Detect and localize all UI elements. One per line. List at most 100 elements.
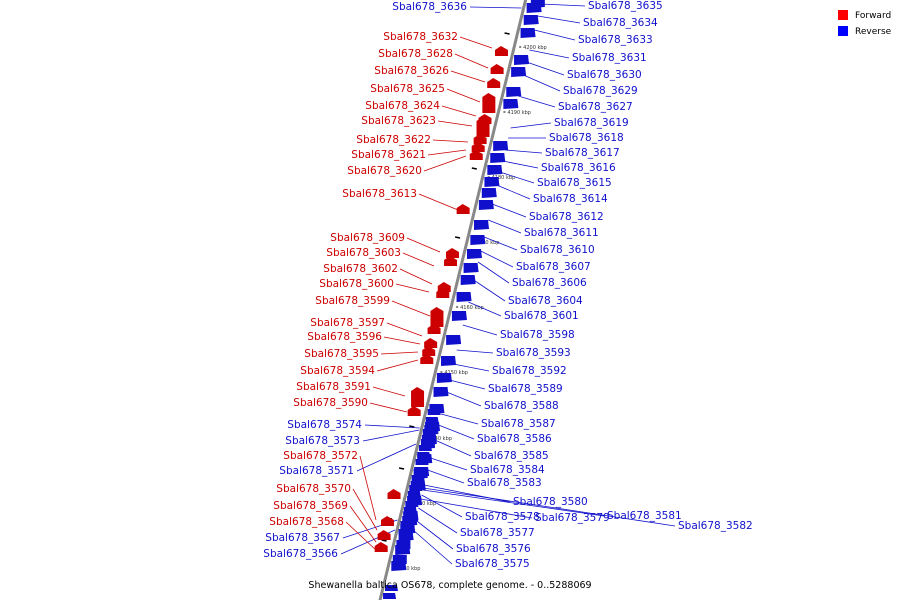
gene-label-reverse: Sbal678_3578 [465, 511, 540, 523]
diagram-caption: Shewanella baltica OS678, complete genom… [308, 580, 591, 591]
reverse-gene-glyph [436, 373, 452, 383]
forward-gene-glyph [427, 324, 441, 334]
label-leader [418, 193, 459, 211]
forward-gene-glyph [436, 288, 450, 298]
reverse-gene-glyph [456, 292, 472, 302]
forward-gene-glyph [471, 142, 485, 152]
gene-label-reverse: Sbal678_3582 [678, 520, 753, 532]
label-leader [420, 498, 533, 519]
gene-label-reverse: Sbal678_3577 [460, 527, 535, 539]
gene-label-forward: Sbal678_3595 [304, 348, 379, 360]
gene-label-forward: Sbal678_3628 [378, 48, 453, 60]
gene-label-forward: Sbal678_3602 [323, 263, 398, 275]
reverse-gene-glyph [523, 15, 539, 25]
gene-label-reverse: Sbal678_3576 [456, 543, 531, 555]
label-leader [423, 487, 676, 527]
gene-label-reverse: Sbal678_3630 [567, 69, 642, 81]
gene-label-forward: Sbal678_3569 [273, 500, 348, 512]
legend-forward-label: Forward [855, 11, 891, 21]
forward-gene-glyph [487, 78, 501, 88]
label-leader [383, 336, 421, 345]
label-leader [434, 439, 472, 457]
label-leader [432, 139, 469, 143]
gene-label-reverse: Sbal678_3580 [513, 496, 588, 508]
gene-label-forward: Sbal678_3594 [300, 365, 375, 377]
scale-tick-label: 4160 kbp [460, 305, 484, 311]
label-leader [454, 53, 489, 69]
gene-label-forward: Sbal678_3590 [293, 397, 368, 409]
reverse-gene-glyph [481, 188, 497, 198]
label-leader [480, 250, 514, 268]
gene-label-reverse: Sbal678_3617 [545, 147, 620, 159]
forward-gene-glyph [476, 117, 490, 137]
label-leader [418, 507, 458, 534]
gene-label-reverse: Sbal678_3614 [533, 193, 608, 205]
label-leader [449, 379, 486, 390]
gene-label-forward: Sbal678_3621 [351, 149, 426, 161]
reverse-gene-glyph [396, 540, 411, 550]
gene-label-reverse: Sbal678_3574 [287, 419, 362, 431]
label-leader [491, 203, 527, 218]
label-leader [430, 457, 468, 471]
legend-reverse-swatch [838, 26, 848, 36]
reverse-gene-glyph [511, 67, 527, 77]
label-leader [450, 70, 486, 83]
reverse-gene-glyph [446, 335, 462, 345]
reverse-gene-glyph [493, 141, 509, 151]
forward-gene-glyph [387, 489, 401, 499]
label-leader [349, 505, 377, 543]
reverse-gene-glyph [405, 501, 419, 507]
reverse-gene-glyph [384, 585, 398, 591]
legend-reverse-label: Reverse [855, 27, 892, 37]
gene-label-reverse: Sbal678_3571 [279, 465, 354, 477]
gene-label-reverse: Sbal678_3631 [572, 52, 647, 64]
gene-label-reverse: Sbal678_3606 [512, 277, 587, 289]
gene-label-forward: Sbal678_3625 [370, 83, 445, 95]
label-leader [540, 3, 586, 7]
gene-label-reverse: Sbal678_3581 [607, 510, 682, 522]
scale-tick-label: 4180 kbp [492, 175, 516, 181]
label-leader [386, 322, 423, 337]
label-leader [402, 252, 435, 267]
reverse-gene-glyph [409, 485, 423, 491]
gene-label-reverse: Sbal678_3587 [481, 418, 556, 430]
label-leader [391, 300, 431, 317]
label-leader [437, 120, 473, 127]
reverse-gene-glyph [425, 417, 439, 423]
label-leader [441, 413, 479, 425]
label-leader [399, 268, 433, 285]
reverse-gene-glyph [422, 429, 436, 435]
label-leader [483, 236, 518, 251]
reverse-gene-glyph [460, 275, 476, 285]
reverse-gene-glyph [403, 507, 417, 513]
forward-gene-glyph [473, 134, 487, 144]
gene-label-reverse: Sbal678_3616 [541, 162, 616, 174]
gene-label-reverse: Sbal678_3611 [524, 227, 599, 239]
reverse-gene-glyph [415, 459, 429, 465]
gene-label-reverse: Sbal678_3584 [470, 464, 545, 476]
gene-label-forward: Sbal678_3620 [347, 165, 422, 177]
label-leader [523, 74, 561, 92]
gene-label-forward: Sbal678_3570 [276, 483, 351, 495]
forward-gene-glyph [494, 46, 508, 56]
gene-label-reverse: Sbal678_3575 [455, 558, 530, 570]
label-leader [415, 519, 454, 550]
reverse-gene-glyph [400, 521, 414, 527]
gene-label-forward: Sbal678_3623 [361, 115, 436, 127]
reverse-gene-glyph [530, 0, 545, 8]
forward-gene-glyph [456, 204, 470, 214]
gene-label-reverse: Sbal678_3593 [496, 347, 571, 359]
gene-label-reverse: Sbal678_3615 [537, 177, 612, 189]
gene-label-reverse: Sbal678_3567 [265, 532, 340, 544]
gene-label-reverse: Sbal678_3636 [392, 1, 467, 13]
forward-gene-glyph [422, 346, 436, 356]
gene-label-forward: Sbal678_3622 [356, 134, 431, 146]
gene-label-forward: Sbal678_3572 [283, 450, 358, 462]
reverse-gene-glyph [470, 235, 486, 245]
gene-label-forward: Sbal678_3596 [307, 331, 382, 343]
label-leader [369, 402, 408, 413]
reverse-gene-glyph [418, 445, 432, 451]
reverse-gene-glyph [441, 356, 457, 366]
axis-dash [504, 32, 510, 35]
